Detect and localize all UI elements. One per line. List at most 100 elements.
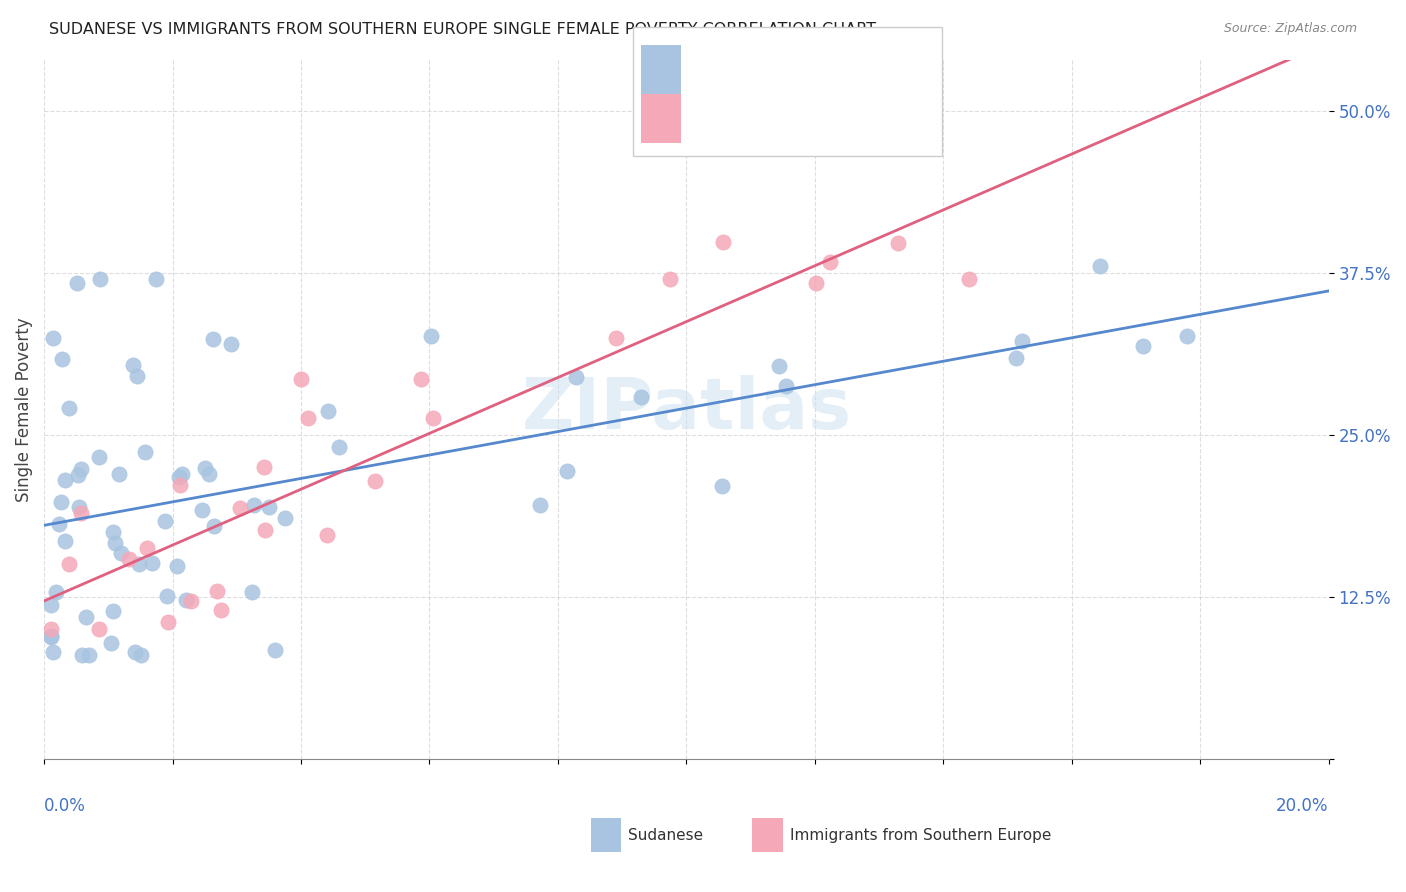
Point	[42, 331, 65, 345]
Point	[70, 506, 93, 520]
Point	[209, 603, 232, 617]
Point	[145, 272, 167, 286]
Point	[75, 609, 97, 624]
Point	[121, 358, 143, 372]
Text: R = 0.136: R = 0.136	[693, 46, 776, 64]
Point	[157, 615, 180, 629]
Point	[257, 500, 280, 515]
Point	[422, 410, 444, 425]
Text: 20.0%: 20.0%	[1277, 797, 1329, 815]
Point	[70, 462, 93, 476]
Point	[775, 379, 797, 393]
Point	[198, 467, 221, 481]
Point	[125, 368, 148, 383]
Point	[253, 460, 276, 475]
Point	[39, 622, 62, 636]
Point	[156, 589, 179, 603]
Point	[153, 514, 176, 528]
Text: N = 27: N = 27	[801, 109, 859, 127]
Point	[128, 558, 150, 572]
Point	[555, 465, 578, 479]
Point	[290, 372, 312, 386]
Text: Immigrants from Southern Europe: Immigrants from Southern Europe	[790, 829, 1052, 843]
Point	[89, 622, 111, 636]
Point	[51, 351, 73, 366]
Point	[39, 598, 62, 612]
Point	[630, 390, 652, 404]
Point	[658, 271, 681, 285]
Point	[141, 557, 163, 571]
Point	[804, 276, 827, 290]
Point	[58, 558, 80, 572]
Point	[66, 276, 89, 290]
Point	[711, 235, 734, 249]
Text: SUDANESE VS IMMIGRANTS FROM SOUTHERN EUROPE SINGLE FEMALE POVERTY CORRELATION CH: SUDANESE VS IMMIGRANTS FROM SOUTHERN EUR…	[49, 22, 876, 37]
Point	[205, 583, 228, 598]
Point	[108, 467, 131, 482]
Point	[169, 469, 191, 483]
Point	[768, 359, 790, 373]
Point	[48, 516, 70, 531]
Point	[316, 403, 339, 417]
Text: R = 0.701: R = 0.701	[693, 109, 776, 127]
Point	[129, 648, 152, 663]
Point	[124, 645, 146, 659]
Point	[67, 500, 90, 514]
Point	[363, 474, 385, 488]
Point	[419, 328, 441, 343]
Point	[1005, 351, 1028, 365]
Point	[135, 541, 157, 555]
Point	[221, 337, 243, 351]
Point	[51, 494, 73, 508]
Point	[58, 401, 80, 416]
Y-axis label: Single Female Poverty: Single Female Poverty	[15, 317, 32, 501]
Point	[104, 536, 127, 550]
Point	[174, 592, 197, 607]
Point	[297, 411, 319, 425]
Point	[87, 450, 110, 464]
Point	[228, 500, 250, 515]
Point	[202, 519, 225, 533]
Text: N = 67: N = 67	[801, 46, 859, 64]
Point	[89, 272, 111, 286]
Point	[240, 584, 263, 599]
Point	[1090, 259, 1112, 273]
Point	[117, 551, 139, 566]
Point	[315, 528, 337, 542]
Point	[710, 479, 733, 493]
Point	[103, 524, 125, 539]
Point	[110, 546, 132, 560]
Point	[529, 498, 551, 512]
Text: 0.0%: 0.0%	[44, 797, 86, 815]
Point	[190, 502, 212, 516]
Point	[66, 467, 89, 482]
Point	[243, 498, 266, 512]
Point	[254, 524, 277, 538]
Text: ZIPatlas: ZIPatlas	[522, 375, 852, 443]
Point	[565, 369, 588, 384]
Point	[169, 477, 191, 491]
Point	[887, 235, 910, 250]
Point	[45, 584, 67, 599]
Point	[411, 372, 433, 386]
Point	[1132, 339, 1154, 353]
Point	[194, 461, 217, 475]
Point	[166, 559, 188, 574]
Point	[605, 331, 627, 345]
Point	[263, 642, 285, 657]
Point	[39, 629, 62, 643]
Point	[957, 271, 980, 285]
Point	[274, 510, 297, 524]
Point	[820, 255, 842, 269]
Point	[42, 645, 65, 659]
Point	[1011, 334, 1033, 348]
Point	[53, 473, 76, 487]
Text: Source: ZipAtlas.com: Source: ZipAtlas.com	[1223, 22, 1357, 36]
Point	[201, 332, 224, 346]
Point	[180, 593, 202, 607]
Point	[39, 630, 62, 644]
Point	[77, 648, 100, 663]
Text: Sudanese: Sudanese	[628, 829, 703, 843]
Point	[328, 440, 350, 454]
Point	[170, 467, 193, 481]
